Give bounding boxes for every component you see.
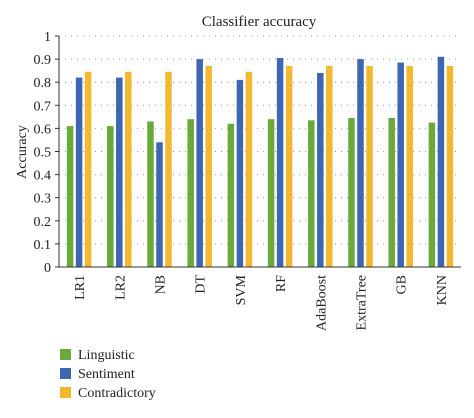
y-tick-label: 0 <box>44 261 51 276</box>
bar-linguistic-svm <box>227 123 235 267</box>
bar-contradictory-gb <box>406 66 413 267</box>
y-tick-label: 0.6 <box>34 122 52 137</box>
bar-sentiment-lr2 <box>116 77 123 267</box>
bar-contradictory-adaboost <box>326 66 333 267</box>
y-tick-labels: 0 0.1 0.2 0.3 0.4 0.5 0.6 0.7 0.8 0.9 1 <box>34 30 59 276</box>
y-axis-label: Accuracy <box>15 125 30 179</box>
y-tick-label: 0.3 <box>34 192 52 207</box>
bar-linguistic-dt <box>187 119 194 267</box>
legend-swatch-sentiment <box>60 368 71 379</box>
chart-title: Classifier accuracy <box>202 14 317 30</box>
bar-linguistic-rf <box>267 119 275 267</box>
bar-contradictory-lr2 <box>125 71 132 268</box>
y-tick-label: 0.5 <box>34 146 52 161</box>
x-tick-label: NB <box>154 275 169 294</box>
legend-swatch-contradictory <box>60 387 71 398</box>
y-tick-label: 0.8 <box>34 76 52 91</box>
x-tick-label: LR2 <box>113 275 128 300</box>
bar-linguistic-knn <box>428 122 436 267</box>
bar-contradictory-dt <box>205 66 212 267</box>
x-tick-label: ExtraTree <box>355 275 370 330</box>
bar-linguistic-lr2 <box>107 126 114 267</box>
x-tick-label: AdaBoost <box>314 275 329 331</box>
x-tick-labels: LR1 LR2 NB DT SVM RF AdaBoost ExtraTree GB KNN <box>73 274 450 331</box>
bar-linguistic-lr1 <box>66 126 74 267</box>
x-tick-label: SVM <box>234 274 249 305</box>
y-tick-label: 0.9 <box>34 53 52 68</box>
y-tick-label: 1 <box>44 30 51 45</box>
bar-sentiment-extratree <box>357 59 364 267</box>
y-tick-label: 0.2 <box>34 215 52 230</box>
bar-contradictory-nb <box>165 71 172 268</box>
legend-label-linguistic: Linguistic <box>78 348 135 363</box>
y-tick-label: 0.1 <box>34 238 52 253</box>
x-tick-label: LR1 <box>73 275 88 300</box>
bar-linguistic-adaboost <box>308 120 315 267</box>
y-tick-label: 0.4 <box>34 169 52 184</box>
x-tick-label: KNN <box>435 275 450 305</box>
bar-sentiment-rf <box>276 57 284 267</box>
bar-contradictory-svm <box>245 71 253 268</box>
bar-sentiment-lr1 <box>75 77 83 267</box>
bar-sentiment-nb <box>156 142 163 267</box>
bar-sentiment-gb <box>397 62 404 267</box>
bar-sentiment-adaboost <box>317 72 324 268</box>
bar-sentiment-knn <box>437 56 445 267</box>
bar-linguistic-extratree <box>348 118 355 267</box>
bar-contradictory-extratree <box>366 66 373 267</box>
legend: Linguistic Sentiment Contradictory <box>60 348 156 401</box>
x-tick-label: DT <box>194 275 209 294</box>
bar-sentiment-svm <box>236 79 244 267</box>
legend-label-sentiment: Sentiment <box>78 367 135 382</box>
y-tick-label: 0.7 <box>34 99 52 114</box>
bar-sentiment-dt <box>196 59 203 267</box>
bars <box>66 56 454 268</box>
bar-linguistic-nb <box>147 121 154 267</box>
bar-contradictory-rf <box>285 66 293 267</box>
legend-swatch-linguistic <box>60 349 71 360</box>
legend-label-contradictory: Contradictory <box>78 386 156 401</box>
bar-contradictory-lr1 <box>84 71 92 268</box>
x-tick-label: GB <box>395 275 410 294</box>
x-tick-label: RF <box>274 275 289 292</box>
bar-linguistic-gb <box>388 118 395 267</box>
bar-contradictory-knn <box>446 66 454 267</box>
